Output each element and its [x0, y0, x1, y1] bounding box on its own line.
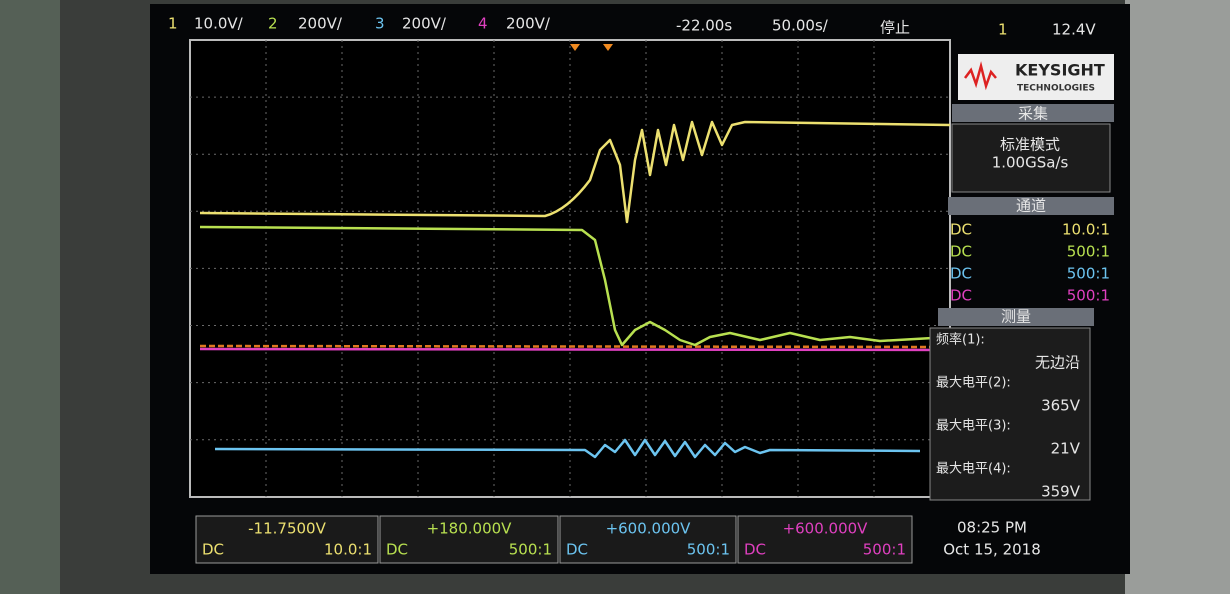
ch3-number: 3 [375, 15, 385, 33]
offset-box [559, 515, 737, 564]
acquire-header: 采集 [1018, 105, 1048, 123]
offset-coupling: DC [566, 541, 588, 559]
offset-probe: 500:1 [509, 541, 552, 559]
offset-probe: 10.0:1 [324, 541, 372, 559]
ch2-scale: 200V/ [298, 15, 343, 33]
measure-header: 测量 [1001, 308, 1031, 326]
measure-label: 最大电平(4): [936, 462, 1011, 477]
trigger-level-text: 12.4V [1052, 21, 1096, 39]
channel-rows: DC 10.0:1 DC 500:1 DC 500:1 DC 500:1 [950, 221, 1110, 305]
logo-sub: TECHNOLOGIES [1017, 84, 1095, 94]
run-status: 停止 [880, 19, 910, 37]
trigger-source: 1 [998, 21, 1008, 39]
ch3-scale: 200V/ [402, 15, 447, 33]
measure-value: 365V [1041, 397, 1081, 415]
acquire-mode: 标准模式 [1000, 136, 1060, 154]
offset-coupling: DC [202, 541, 224, 559]
ch3-trace [214, 438, 921, 459]
offset-box [379, 515, 559, 564]
offset-box [737, 515, 913, 564]
offset-value: +600.000V [783, 520, 869, 538]
measure-value: 无边沿 [1035, 354, 1080, 372]
measure-value: 359V [1041, 483, 1081, 501]
acquire-header-bar [952, 104, 1114, 122]
clock-time: 08:25 PM [957, 519, 1027, 537]
channel-probe: 500:1 [1067, 243, 1110, 261]
offset-value: +600.000V [606, 520, 692, 538]
channel-probe: 10.0:1 [1062, 221, 1110, 239]
trigger-markers [570, 44, 613, 51]
offset-value: +180.000V [427, 520, 513, 538]
measure-label: 频率(1): [936, 332, 985, 348]
left-bezel [0, 0, 60, 594]
clock-date: Oct 15, 2018 [943, 541, 1041, 559]
offset-box [195, 515, 379, 564]
offset-coupling: DC [386, 541, 408, 559]
ch4-number: 4 [478, 15, 488, 33]
offset-bar: -11.7500V DC 10.0:1 +180.000V DC 500:1 +600.00… [195, 515, 913, 564]
delay: -22.00s [676, 17, 732, 35]
channel-coupling: DC [950, 265, 972, 283]
ch1-scale: 10.0V/ [194, 15, 244, 33]
offset-probe: 500:1 [863, 541, 906, 559]
offset-value: -11.7500V [248, 520, 326, 538]
offset-coupling: DC [744, 541, 766, 559]
channel-probe: 500:1 [1067, 265, 1110, 283]
ch2-number: 2 [268, 15, 278, 33]
channel-probe: 500:1 [1067, 287, 1110, 305]
ch4-scale: 200V/ [506, 15, 551, 33]
channel-coupling: DC [950, 243, 972, 261]
channel-coupling: DC [950, 287, 972, 305]
timebase: 50.00s/ [772, 17, 829, 35]
ch4-trace [199, 347, 951, 352]
graticule [189, 39, 951, 498]
measure-header-bar [938, 308, 1094, 326]
measure-box [929, 327, 1091, 501]
measure-label: 最大电平(2): [936, 376, 1011, 391]
grid-lines [190, 40, 950, 497]
channels-header-bar [948, 197, 1114, 215]
trigger-level [199, 344, 951, 349]
right-bezel [1125, 0, 1230, 594]
sample-rate: 1.00GSa/s [992, 154, 1069, 172]
channel-coupling: DC [950, 221, 972, 239]
ch1-number: 1 [168, 15, 178, 33]
logo-brand: KEYSIGHT [1015, 61, 1105, 80]
channels-header: 通道 [1016, 197, 1046, 215]
logo-wave [964, 61, 997, 91]
measure-label: 最大电平(3): [936, 419, 1011, 434]
measure-value: 21V [1051, 440, 1081, 458]
ch2-trace [199, 225, 951, 347]
ch1-trace [199, 120, 951, 224]
offset-probe: 500:1 [687, 541, 730, 559]
acquire-box [951, 123, 1111, 193]
